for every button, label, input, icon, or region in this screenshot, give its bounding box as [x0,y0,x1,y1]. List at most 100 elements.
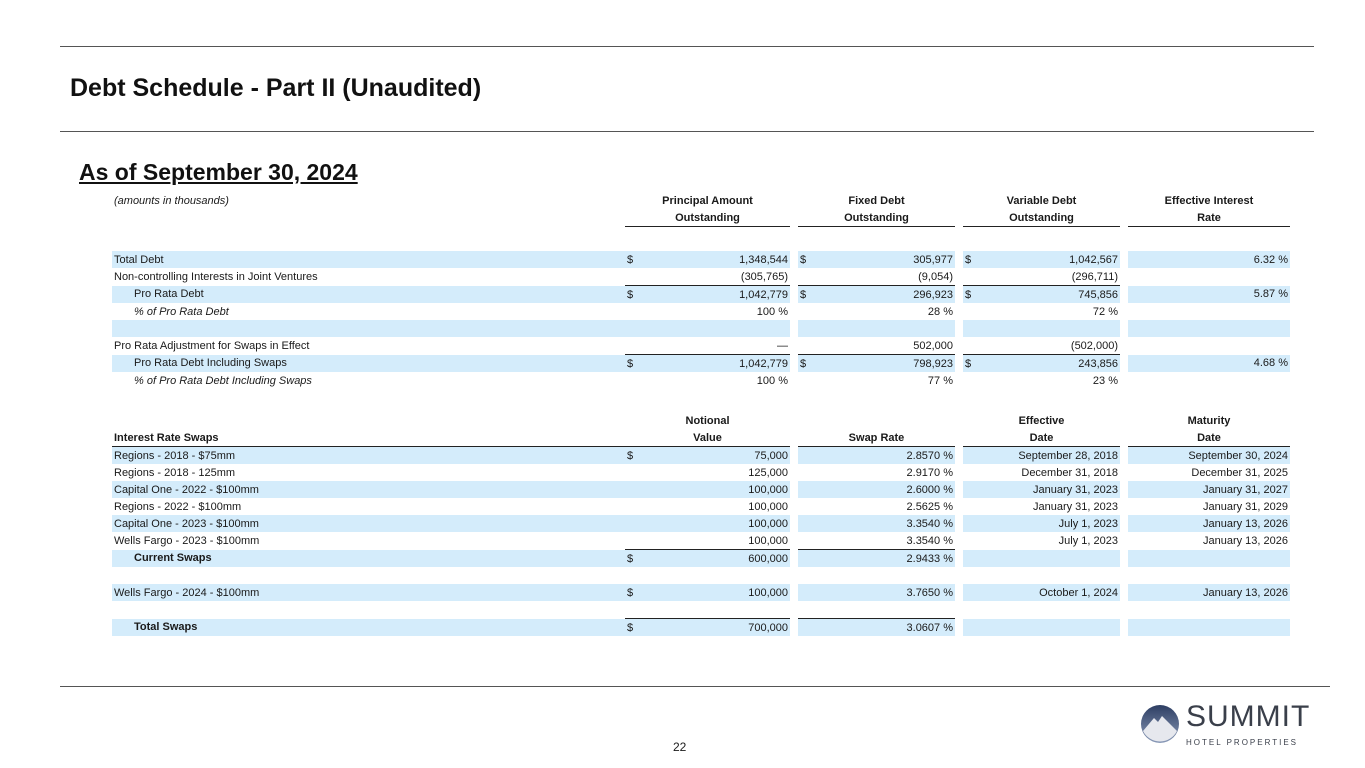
row-label: Wells Fargo - 2023 - $100mm [114,534,260,547]
value-cell: $745,856 [963,285,1120,303]
row-label: Regions - 2022 - $100mm [114,500,242,513]
value-cell: $243,856 [963,354,1120,372]
table-row: Non-controlling Interests in Joint Ventu… [112,268,1290,286]
row-label: Capital One - 2023 - $100mm [112,515,625,532]
value-cell: October 1, 2024 [963,584,1120,601]
value-cell: 4.68 % [1128,354,1290,372]
value-cell: 125,000 [748,466,788,479]
value-cell: (296,711) [1071,270,1118,283]
row-label: Non-controlling Interests in Joint Ventu… [114,270,318,283]
value-cell [625,567,790,584]
value-cell [963,320,1120,337]
currency-symbol: $ [965,253,972,266]
value-cell: 23 % [1092,374,1118,387]
value: 745,856 [1078,288,1118,301]
column-header: Notional [685,414,730,427]
value-cell: 2.5625 % [906,500,953,513]
value-cell: 72 % [1092,305,1118,318]
amounts-note: (amounts in thousands) [114,194,229,207]
value: 1,042,779 [739,288,788,301]
currency-symbol: $ [627,357,634,370]
column-header: Fixed Debt [848,194,905,207]
value-cell: 2.9170 % [906,466,953,479]
value-cell [963,618,1120,636]
value-cell [1128,303,1290,320]
value-cell [1128,372,1290,389]
value-cell: 3.3540 % [906,534,953,547]
table-row [112,601,1290,619]
value-cell: 502,000 [913,339,953,352]
table-row: Capital One - 2023 - $100mm 100,000 3.3540… [112,515,1290,532]
value-cell [798,320,955,337]
table-row: % of Pro Rata Debt 100 % 28 % 72 % [112,303,1290,320]
column-header: Outstanding [798,209,955,227]
column-header: Rate [1128,209,1290,227]
value-cell: 3.0607 % [798,618,955,636]
value: 1,348,544 [739,253,788,266]
value-cell: (305,765) [740,270,788,283]
value-cell: September 28, 2018 [963,446,1120,464]
row-label: Pro Rata Debt [112,285,625,303]
value: 305,977 [913,253,953,266]
value-cell: 2.9433 % [798,549,955,567]
value-cell [1128,549,1290,567]
value-cell [625,601,790,619]
row-label [112,567,625,584]
value-cell [1128,567,1290,584]
column-header: Effective Interest [1164,194,1254,207]
value-cell: (9,054) [918,270,953,283]
table-row: Pro Rata Adjustment for Swaps in Effect —… [112,337,1290,355]
column-header: Swap Rate [798,429,955,447]
row-label: Total Swaps [112,618,625,636]
value-cell: $700,000 [625,618,790,636]
value-cell: December 31, 2018 [1021,466,1118,479]
value-cell [1128,268,1290,286]
column-header: Effective [1018,414,1065,427]
column-header: Outstanding [625,209,790,227]
logo-tagline: HOTEL PROPERTIES [1186,737,1299,747]
row-label: Current Swaps [112,549,625,567]
bottom-divider [60,686,1330,687]
value-cell [1128,618,1290,636]
summit-logo: SUMMIT HOTEL PROPERTIES [1140,700,1310,747]
value-cell: 5.87 % [1128,285,1290,303]
currency-symbol: $ [627,552,634,565]
value-cell: January 31, 2029 [1202,500,1288,513]
value: 100,000 [748,586,788,599]
value-cell: $600,000 [625,549,790,567]
value-cell [1128,337,1290,355]
value: 798,923 [913,357,953,370]
value-cell: January 31, 2023 [963,481,1120,498]
table-row: Total Swaps $700,000 3.0607 % [112,618,1290,636]
row-label: Regions - 2018 - $75mm [112,446,625,464]
value-cell: $75,000 [625,446,790,464]
value-cell: $1,042,779 [625,354,790,372]
value-cell: $100,000 [625,584,790,601]
value: 1,042,567 [1069,253,1118,266]
value-cell: 100,000 [748,534,788,547]
column-header [798,412,955,429]
currency-symbol: $ [800,288,807,301]
table-row: Current Swaps $600,000 2.9433 % [112,549,1290,567]
value-cell: 77 % [927,374,953,387]
value-cell: $1,348,544 [625,251,790,268]
table-row: Pro Rata Debt Including Swaps $1,042,779 $… [112,354,1290,372]
table-row: Capital One - 2022 - $100mm 100,000 2.6000… [112,481,1290,498]
table-row: Pro Rata Debt $1,042,779 $296,923 $745,856 5… [112,285,1290,303]
value-cell [798,567,955,584]
value-cell: $1,042,779 [625,285,790,303]
value-cell [1128,320,1290,337]
as-of-date-heading: As of September 30, 2024 [79,159,358,185]
column-header: Variable Debt [1006,194,1077,207]
currency-symbol: $ [627,449,634,462]
value: 243,856 [1078,357,1118,370]
column-header: Maturity [1187,414,1231,427]
value-cell: $798,923 [798,354,955,372]
row-label: Pro Rata Adjustment for Swaps in Effect [114,339,310,352]
table-row: % of Pro Rata Debt Including Swaps 100 % 7… [112,372,1290,389]
row-label [112,320,625,337]
row-label: % of Pro Rata Debt Including Swaps [134,374,312,387]
value-cell: (502,000) [1070,339,1118,352]
column-header: Date [963,429,1120,447]
